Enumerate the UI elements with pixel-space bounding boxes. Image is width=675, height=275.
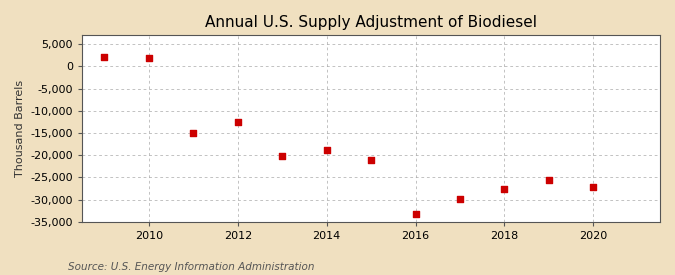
- Point: [232, 120, 243, 124]
- Point: [144, 56, 155, 60]
- Y-axis label: Thousand Barrels: Thousand Barrels: [15, 80, 25, 177]
- Point: [277, 154, 288, 158]
- Text: Source: U.S. Energy Information Administration: Source: U.S. Energy Information Administ…: [68, 262, 314, 272]
- Point: [543, 177, 554, 182]
- Point: [499, 187, 510, 191]
- Point: [454, 196, 465, 201]
- Point: [99, 55, 110, 59]
- Point: [188, 131, 198, 135]
- Point: [410, 211, 421, 216]
- Point: [588, 185, 599, 189]
- Point: [321, 148, 332, 152]
- Title: Annual U.S. Supply Adjustment of Biodiesel: Annual U.S. Supply Adjustment of Biodies…: [205, 15, 537, 30]
- Point: [366, 158, 377, 163]
